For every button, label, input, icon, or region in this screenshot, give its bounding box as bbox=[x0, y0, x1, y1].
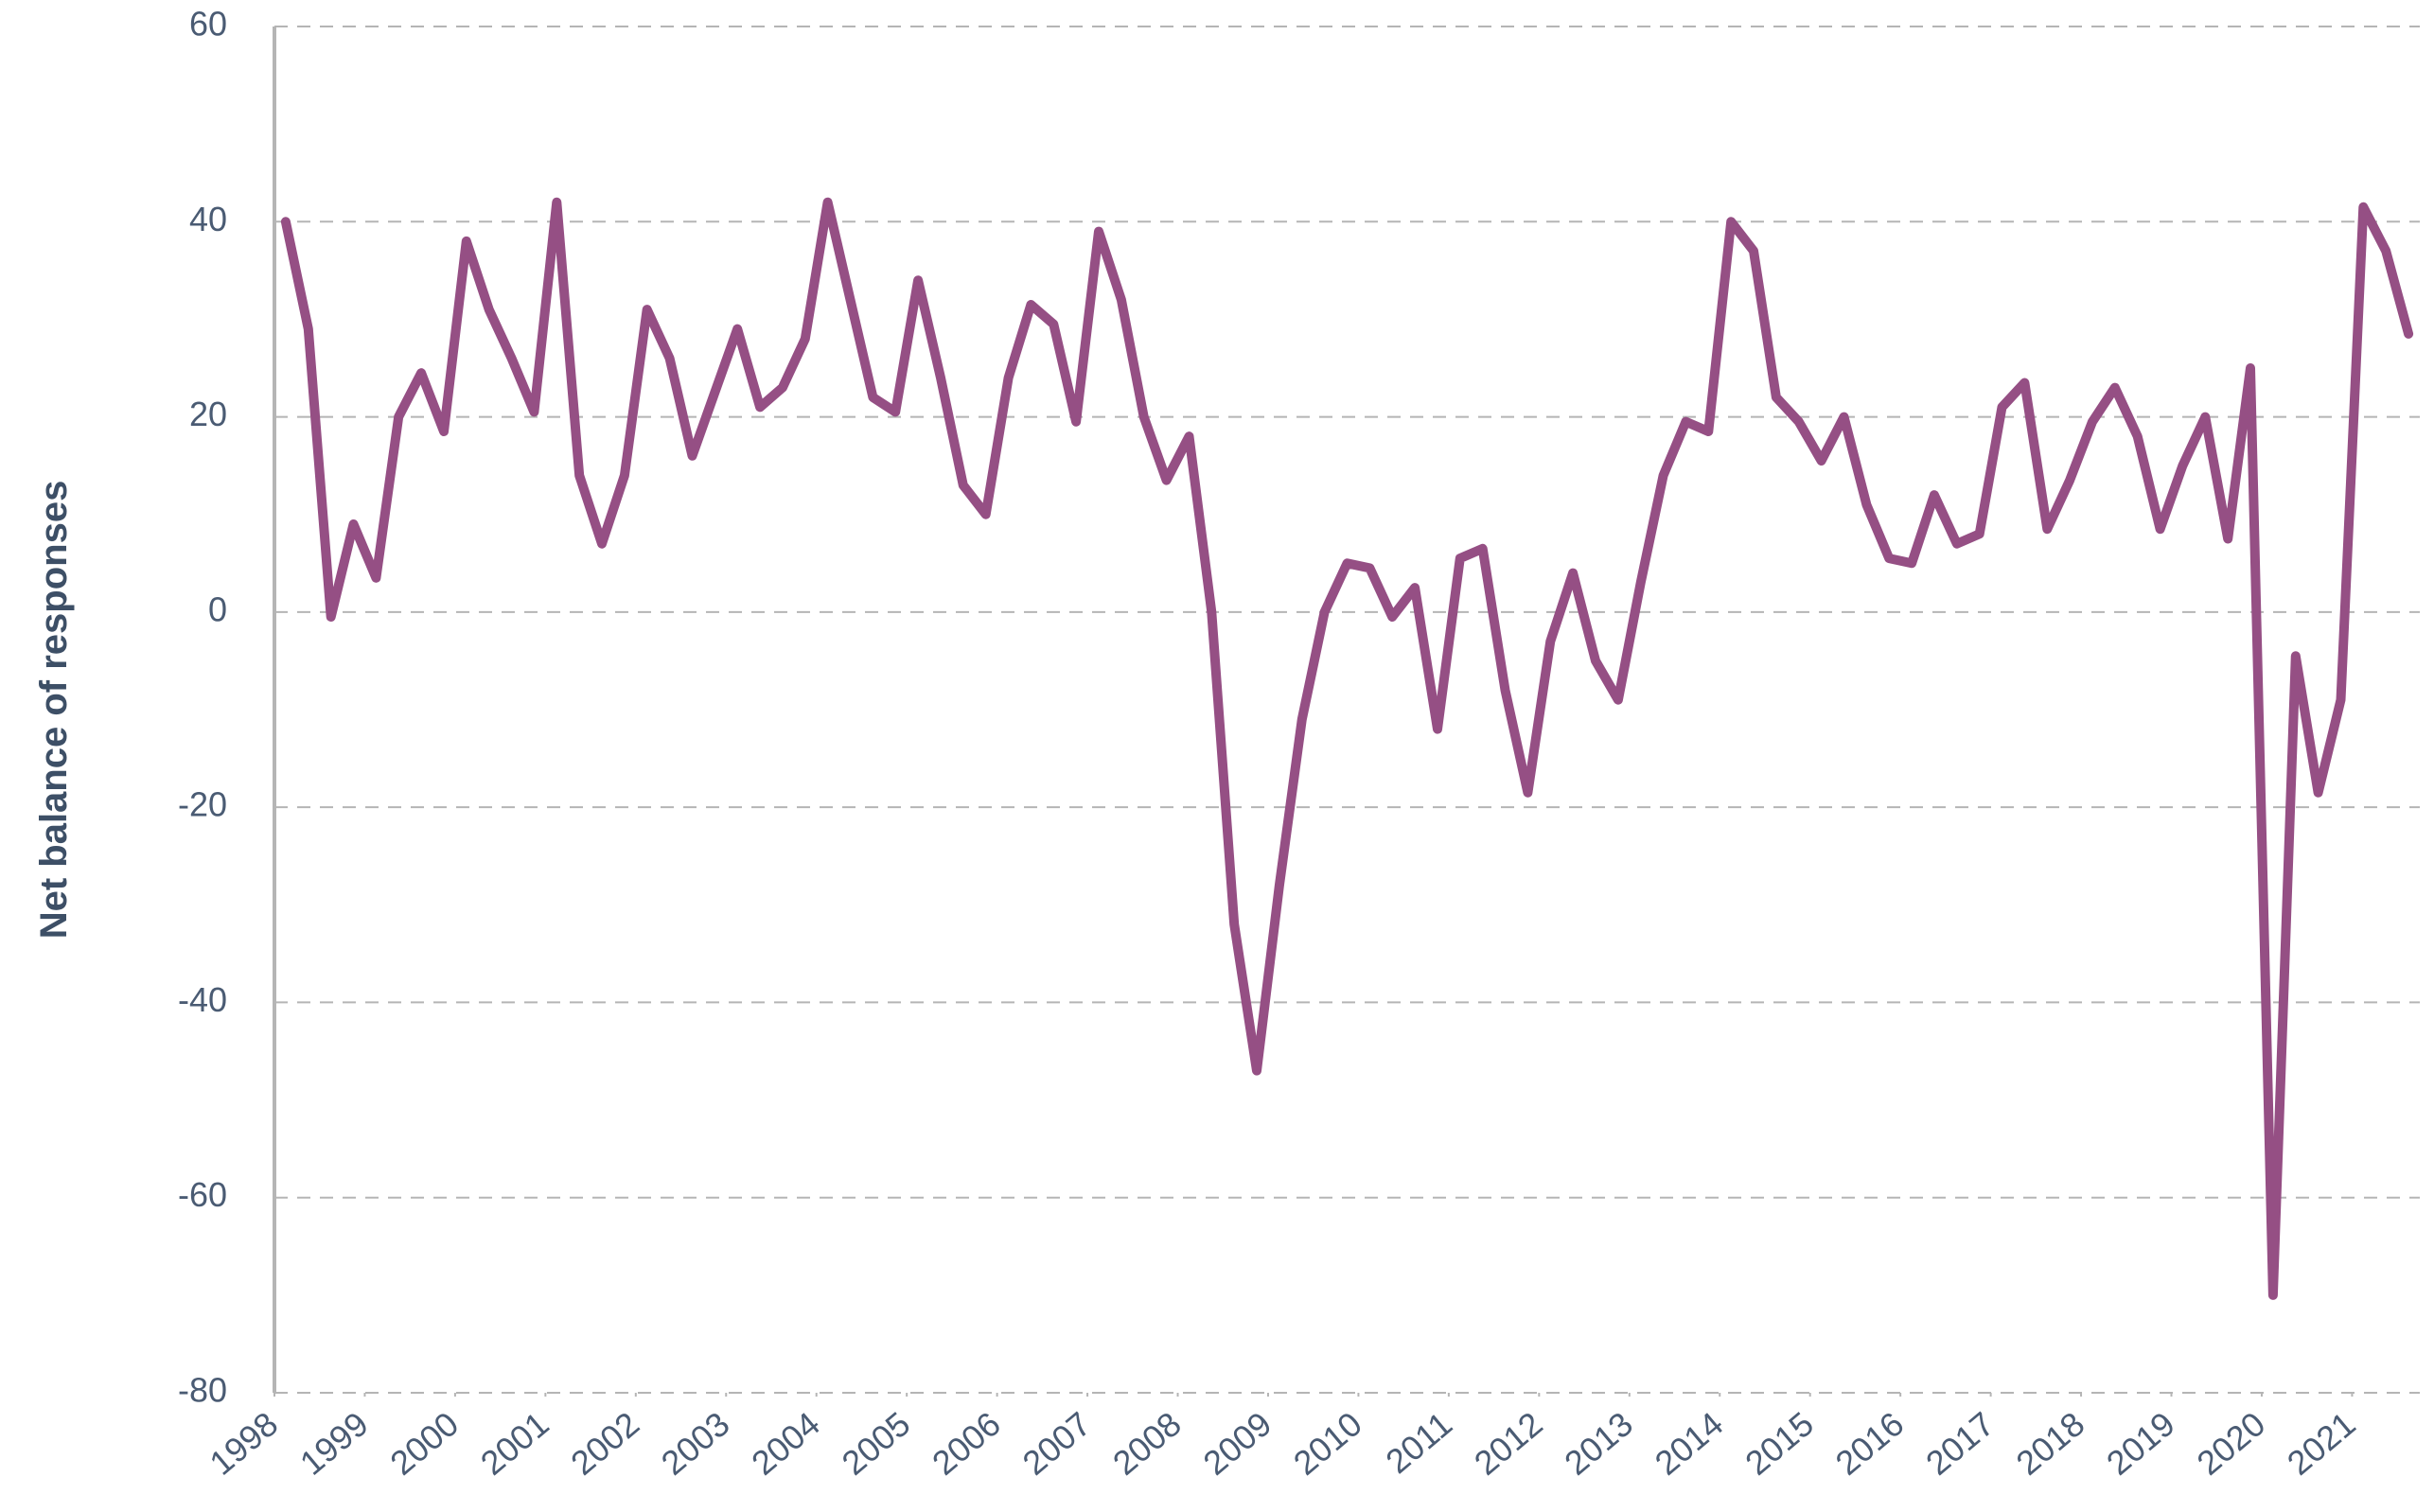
x-tick-label: 2019 bbox=[2099, 1404, 2182, 1483]
data-line bbox=[280, 197, 2414, 1300]
x-tick-label: 2008 bbox=[1105, 1404, 1189, 1483]
x-tick-label: 2006 bbox=[925, 1404, 1008, 1483]
y-axis-label: Net balance of responses bbox=[33, 481, 75, 940]
x-tick-label: 2001 bbox=[473, 1404, 556, 1483]
x-tick-label: 2002 bbox=[563, 1404, 646, 1483]
y-tick-label: 60 bbox=[189, 5, 227, 44]
y-tick-label: 40 bbox=[189, 200, 227, 238]
y-tick-label: -20 bbox=[178, 785, 227, 824]
x-tick-label: 1999 bbox=[292, 1404, 376, 1483]
y-tick-label: -80 bbox=[178, 1371, 227, 1410]
x-tick-label: 2018 bbox=[2009, 1404, 2092, 1483]
x-tick-label: 2012 bbox=[1467, 1404, 1550, 1483]
x-tick-label: 2015 bbox=[1737, 1404, 1821, 1483]
x-tick-label: 2017 bbox=[1918, 1404, 2002, 1483]
x-tick-label: 2004 bbox=[744, 1404, 827, 1483]
x-tick-label: 2000 bbox=[382, 1404, 466, 1483]
x-tick-label: 2020 bbox=[2190, 1404, 2273, 1483]
x-tick-label: 2021 bbox=[2280, 1404, 2363, 1483]
x-tick-label: 2014 bbox=[1648, 1404, 1731, 1483]
x-tick-label: 1998 bbox=[203, 1404, 286, 1483]
y-tick-label: 20 bbox=[189, 395, 227, 433]
x-tick-label: 2005 bbox=[835, 1404, 918, 1483]
x-tick-label: 2009 bbox=[1196, 1404, 1279, 1483]
x-tick-label: 2010 bbox=[1286, 1404, 1369, 1483]
y-tick-label: -40 bbox=[178, 980, 227, 1019]
y-tick-label: -60 bbox=[178, 1175, 227, 1214]
x-tick-label: 2016 bbox=[1828, 1404, 1912, 1483]
x-tick-label: 2011 bbox=[1378, 1404, 1459, 1481]
x-tick-label: 2013 bbox=[1557, 1404, 1640, 1483]
y-tick-label: 0 bbox=[208, 589, 227, 628]
x-tick-label: 2003 bbox=[654, 1404, 737, 1483]
x-tick-label: 2007 bbox=[1015, 1404, 1099, 1483]
